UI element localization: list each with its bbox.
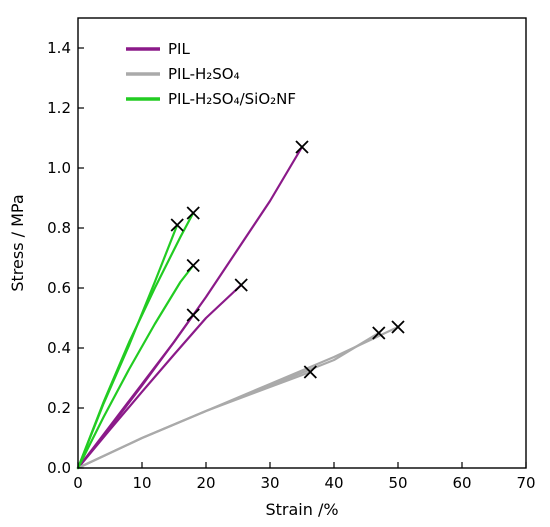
y-tick-label: 0.2 xyxy=(47,399,71,417)
break-point-marker xyxy=(372,326,386,340)
x-tick-label: 40 xyxy=(324,474,343,492)
legend: PIL PIL-H₂SO₄ PIL-H₂SO₄/SiO₂NF xyxy=(126,40,296,108)
y-tick-label: 1.4 xyxy=(47,39,71,57)
series-2-curve-2 xyxy=(76,264,195,470)
ticks-layer: 0 10 20 30 40 50 60 70 0.0 0.2 0.4 0.6 0.8 1.0 1.2 1.4 xyxy=(47,39,535,492)
legend-label-pil-h2so4-sio2nf: PIL-H₂SO₄/SiO₂NF xyxy=(168,90,296,108)
x-tick-label: 60 xyxy=(452,474,471,492)
y-tick-label: 0.4 xyxy=(47,339,71,357)
break-point-marker xyxy=(303,365,317,379)
curves-layer xyxy=(76,145,400,470)
break-point-marker xyxy=(186,308,200,322)
y-tick-label: 1.2 xyxy=(47,99,71,117)
x-tick-label: 50 xyxy=(388,474,407,492)
y-tick-label: 0.8 xyxy=(47,219,71,237)
series-0-curve-2 xyxy=(76,145,304,470)
series-2-curve-1 xyxy=(76,223,179,470)
break-point-marker xyxy=(170,218,184,232)
series-1-curve-0 xyxy=(76,370,312,470)
break-point-marker xyxy=(295,140,309,154)
x-tick-label: 10 xyxy=(132,474,151,492)
series-0-curve-1 xyxy=(76,283,243,470)
series-1-curve-2 xyxy=(76,325,400,470)
x-tick-label: 30 xyxy=(260,474,279,492)
y-axis-title: Stress / MPa xyxy=(8,194,27,291)
y-tick-label: 0.6 xyxy=(47,279,71,297)
break-point-marker xyxy=(234,278,248,292)
break-point-marker xyxy=(391,320,405,334)
y-tick-label: 0.0 xyxy=(47,459,71,477)
plot-frame xyxy=(77,17,527,469)
x-tick-label: 20 xyxy=(196,474,215,492)
break-point-marker xyxy=(186,258,200,273)
break-markers-layer xyxy=(170,140,405,379)
legend-label-pil: PIL xyxy=(168,40,190,58)
y-tick-label: 1.0 xyxy=(47,159,71,177)
break-point-marker xyxy=(186,206,200,220)
x-tick-label: 70 xyxy=(516,474,535,492)
x-tick-label: 0 xyxy=(73,474,83,492)
x-axis-title: Strain /% xyxy=(265,500,338,519)
legend-label-pil-h2so4: PIL-H₂SO₄ xyxy=(168,65,240,83)
